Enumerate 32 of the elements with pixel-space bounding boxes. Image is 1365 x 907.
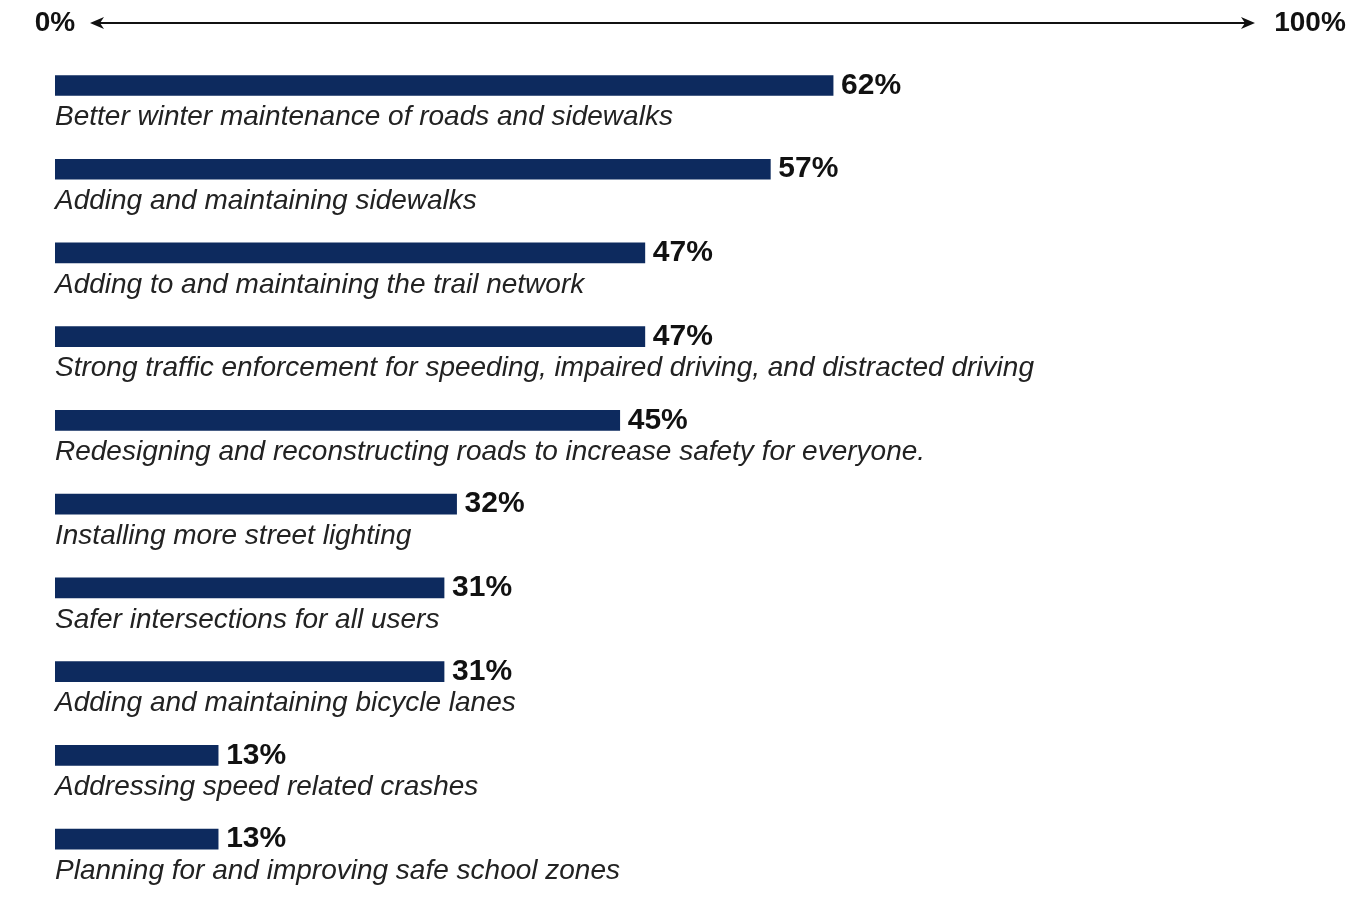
bar: [55, 577, 445, 599]
data-label: 13%: [226, 820, 287, 854]
y-tick-label: Safer intersections for all users: [55, 602, 440, 634]
data-label: 45%: [627, 401, 688, 435]
bar: [55, 242, 646, 264]
y-tick-label: Better winter maintenance of roads and sidewalks: [55, 100, 673, 132]
data-label: 47%: [652, 317, 713, 351]
data-label: 32%: [464, 485, 525, 519]
x-tick-label: 100%: [1274, 5, 1346, 37]
data-label: 13%: [226, 736, 287, 770]
y-tick-label: Adding and maintaining sidewalks: [53, 184, 477, 216]
bar: [55, 745, 219, 766]
data-label: 57%: [778, 150, 839, 184]
y-tick-label: Adding to and maintaining the trail network: [53, 267, 587, 299]
bar: [55, 661, 445, 682]
bar: [55, 493, 457, 515]
y-tick-label: Addressing speed related crashes: [53, 770, 479, 802]
y-tick-label: Planning for and improving safe school zones: [55, 853, 621, 885]
data-label: 31%: [452, 569, 513, 603]
bar: [55, 326, 646, 348]
data-label: 47%: [652, 234, 713, 268]
data-label: 62%: [841, 66, 902, 100]
y-tick-label: Strong traffic enforcement for speeding, impaired driving, and distracted driving: [55, 351, 1035, 383]
bar: [55, 828, 219, 850]
y-tick-label: Installing more street lighting: [55, 518, 412, 550]
bar: [55, 158, 771, 180]
bar: [55, 75, 834, 96]
y-tick-label: Redesigning and reconstructing roads to increase safety for everyone.: [55, 435, 926, 467]
data-label: 31%: [452, 652, 513, 686]
y-tick-label: Adding and maintaining bicycle lanes: [53, 686, 516, 718]
x-tick-label: 0%: [34, 5, 76, 37]
bar: [55, 410, 621, 431]
